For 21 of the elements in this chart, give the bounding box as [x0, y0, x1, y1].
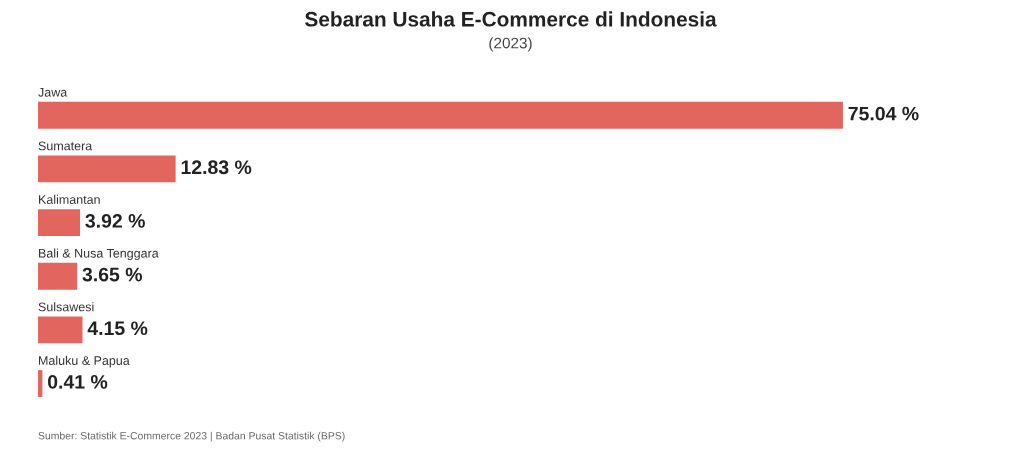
y-tick-label: Kalimantan — [39, 194, 100, 204]
bar — [38, 101, 843, 129]
bar — [38, 262, 78, 290]
data-label: 4.15 % — [87, 321, 148, 336]
chart-title: Sebaran Usaha E-Commerce di Indonesia — [305, 11, 717, 27]
data-label: 0.41 % — [48, 374, 108, 389]
bar — [38, 316, 83, 344]
bar — [38, 209, 81, 236]
y-tick-label: Jawa — [38, 87, 68, 97]
data-label: 3.65 % — [82, 267, 143, 282]
bar — [38, 370, 43, 397]
data-label: 75.04 % — [848, 106, 919, 121]
y-tick-label: Bali & Nusa Tenggara — [39, 248, 159, 261]
chart-subtitle: (2023) — [489, 37, 532, 52]
y-tick-label: Sumatera — [38, 141, 93, 151]
data-label: 3.92 % — [85, 214, 145, 228]
y-tick-label: Sulsawesi — [38, 302, 94, 312]
y-tick-label: Maluku & Papua — [39, 355, 130, 368]
bar — [38, 155, 176, 183]
data-label: 12.83 % — [181, 160, 252, 175]
text: Sumber: Statistik E-Commerce 2023 | Badan Pusat Statistik (BPS) — [38, 431, 345, 442]
